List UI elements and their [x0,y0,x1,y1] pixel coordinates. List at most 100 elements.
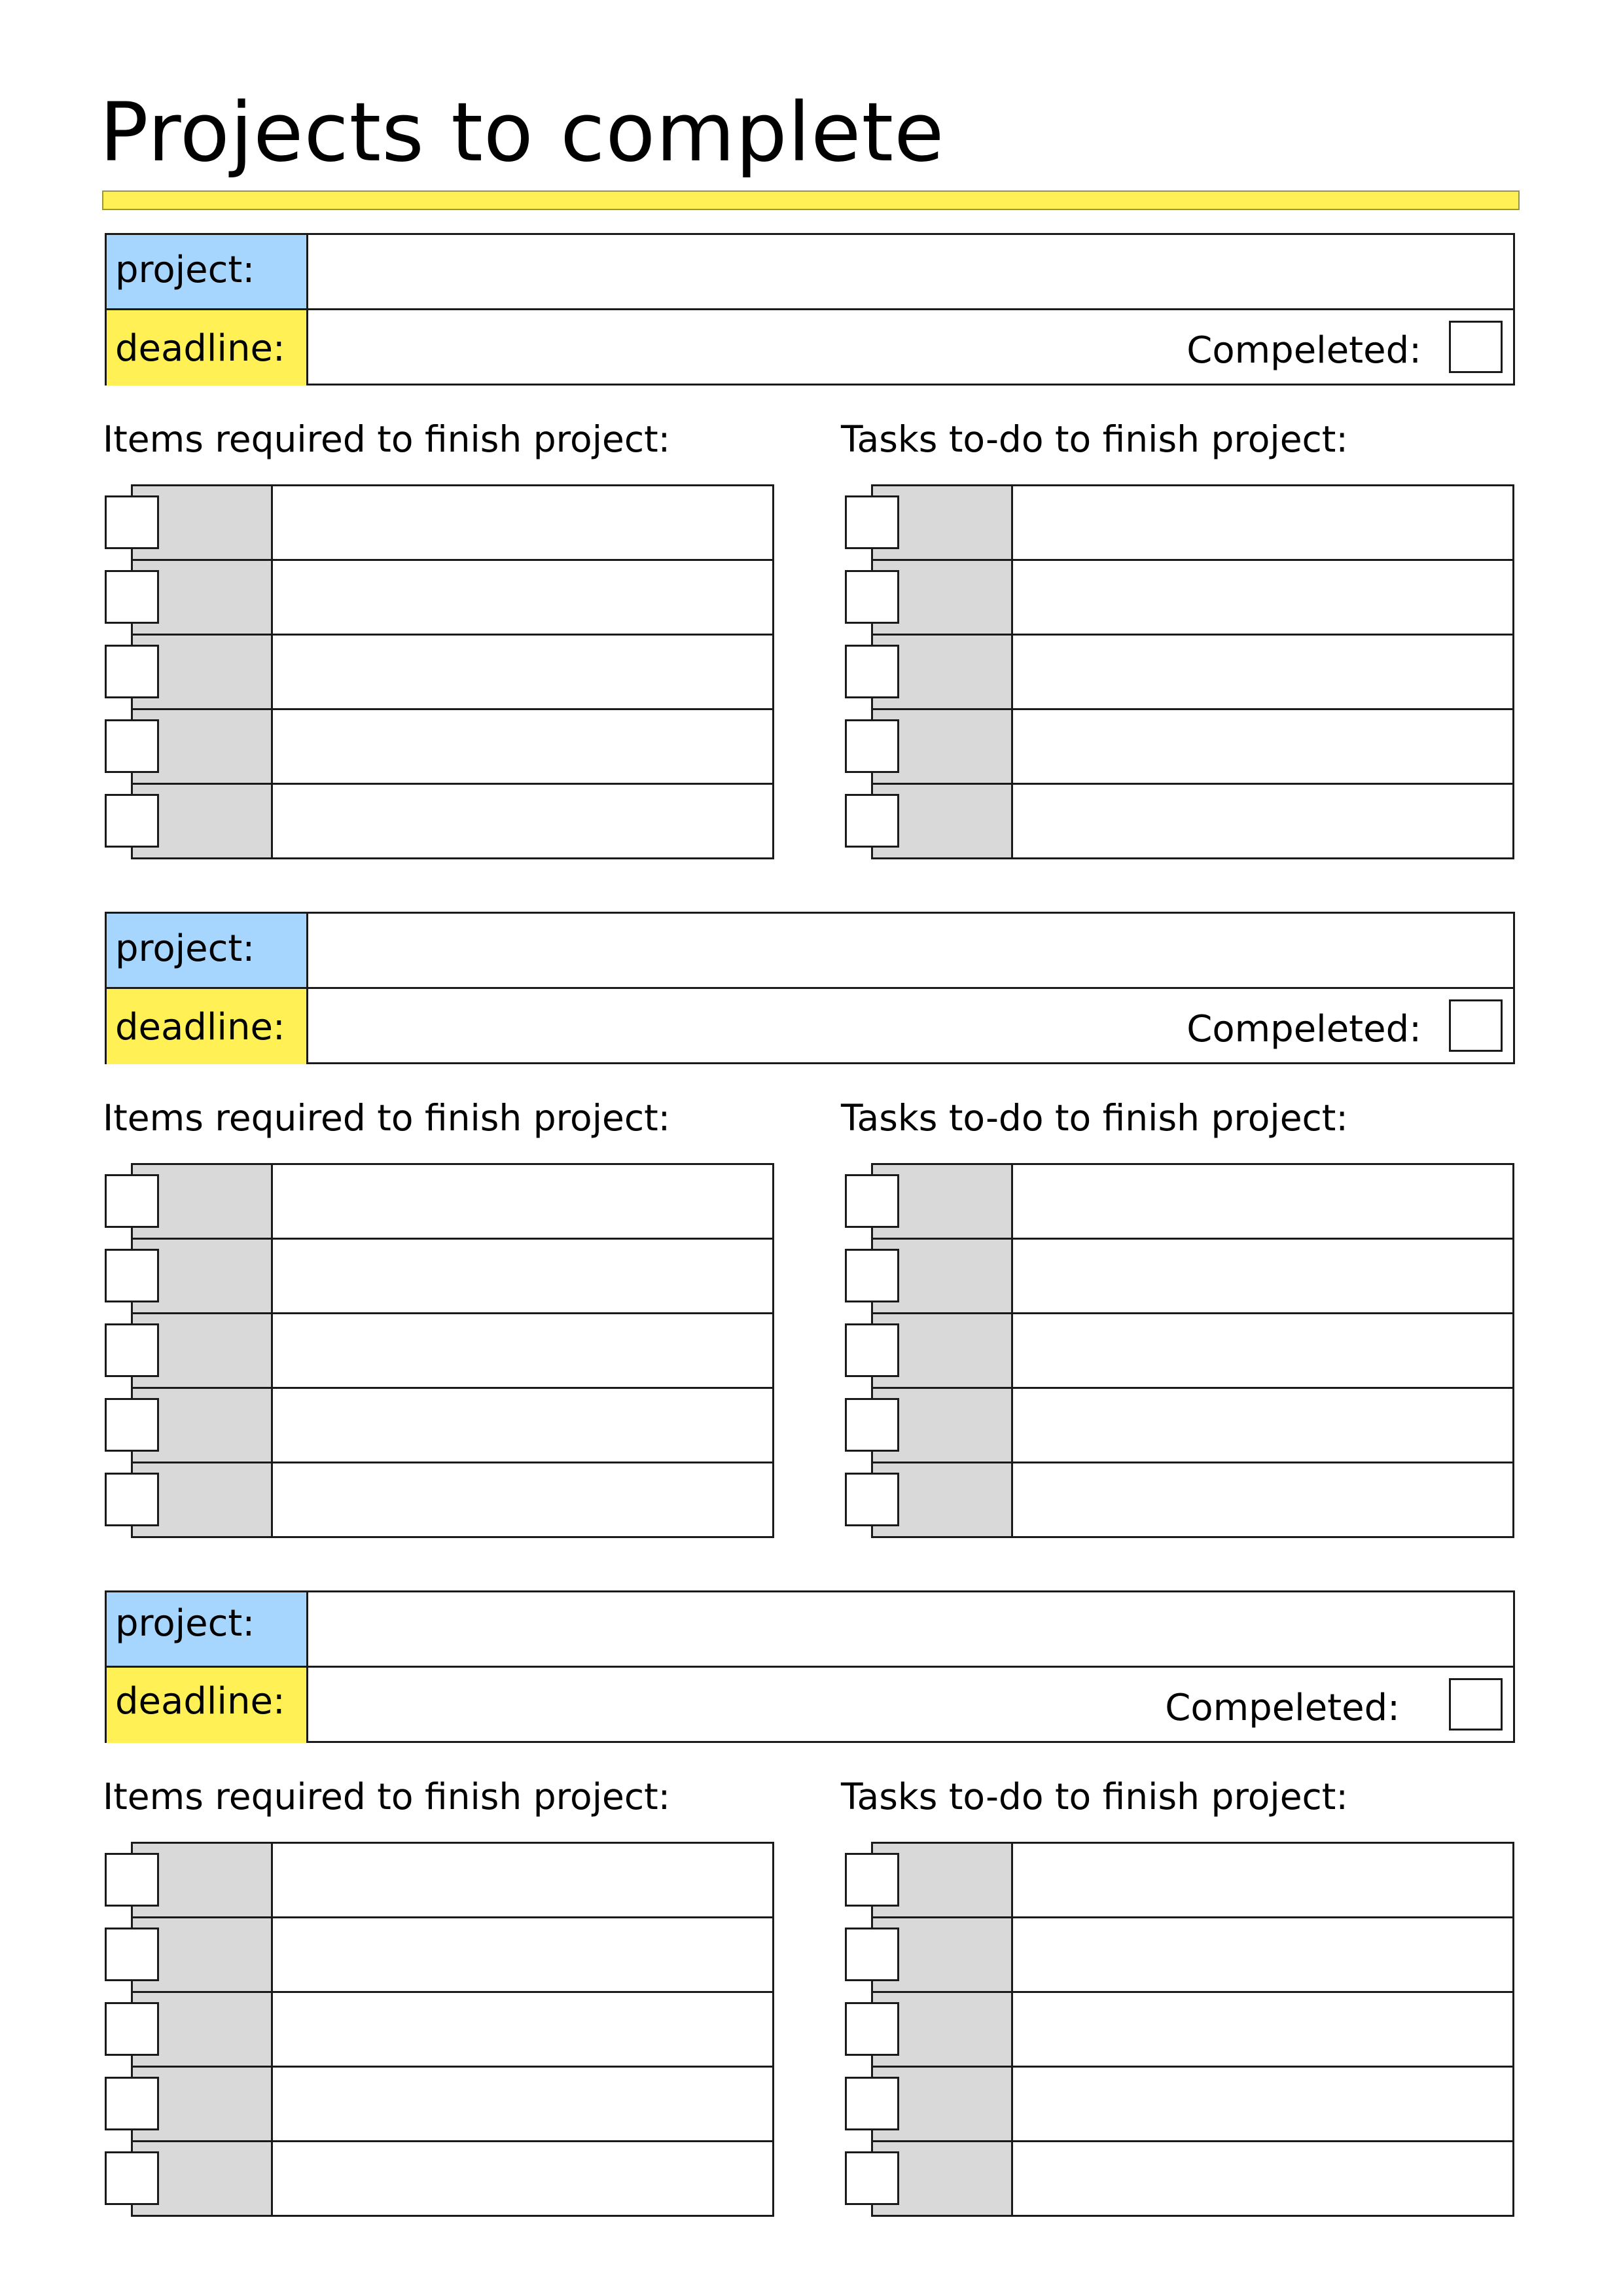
item-row [105,484,774,561]
task-row-text-field[interactable] [1013,1844,1512,1916]
task-row-text-field[interactable] [1013,1165,1512,1238]
task-row-text-field[interactable] [1013,1240,1512,1312]
item-row-checkbox[interactable] [105,1473,159,1526]
task-row-text-field[interactable] [1013,1314,1512,1387]
task-row-text-field[interactable] [1013,1389,1512,1462]
item-row-text-field[interactable] [273,1463,772,1536]
task-row-checkbox[interactable] [845,2151,899,2205]
item-row-checkbox[interactable] [105,1398,159,1452]
task-row-checkbox[interactable] [845,2077,899,2130]
deadline-field[interactable] [316,310,1186,386]
deadline-field[interactable] [316,1668,1186,1743]
project-row[interactable]: project: [107,235,1513,310]
item-row-checkbox[interactable] [105,570,159,624]
item-row-checkbox[interactable] [105,2002,159,2056]
item-row-text-field[interactable] [273,2068,772,2140]
item-row [105,559,774,636]
task-row-text-field[interactable] [1013,1463,1512,1536]
completed-checkbox[interactable] [1449,999,1503,1052]
task-row-text-field[interactable] [1013,785,1512,857]
task-row-text-field[interactable] [1013,1918,1512,1991]
item-row-text-field[interactable] [273,1165,772,1238]
completed-checkbox[interactable] [1449,321,1503,373]
task-row-box [871,1163,1514,1240]
item-row-text-field[interactable] [273,1314,772,1387]
deadline-row[interactable]: deadline: Compeleted: [107,989,1513,1064]
task-row-checkbox[interactable] [845,2002,899,2056]
item-row-text-field[interactable] [273,1240,772,1312]
deadline-field[interactable] [316,989,1186,1064]
task-row-checkbox[interactable] [845,570,899,624]
task-row-text-field[interactable] [1013,636,1512,708]
item-row-checkbox[interactable] [105,2151,159,2205]
item-row-text-field[interactable] [273,561,772,634]
item-row-checkbox[interactable] [105,1174,159,1228]
task-row [845,1916,1514,1993]
completed-checkbox[interactable] [1449,1678,1503,1731]
task-row [845,783,1514,859]
item-row-box [131,2066,774,2142]
item-row-text-field[interactable] [273,710,772,783]
task-row-text-field[interactable] [1013,710,1512,783]
item-row-checkbox[interactable] [105,1249,159,1302]
project-name-field[interactable] [316,1592,1513,1666]
item-row-checkbox[interactable] [105,1853,159,1907]
item-row-box [131,1991,774,2068]
project-row[interactable]: project: [107,914,1513,989]
item-row-checkbox[interactable] [105,794,159,848]
task-row-checkbox[interactable] [845,719,899,773]
task-row-checkbox[interactable] [845,794,899,848]
task-row-text-field[interactable] [1013,2068,1512,2140]
item-row-text-field[interactable] [273,1389,772,1462]
tasks-heading: Tasks to-do to finish project: [841,418,1348,460]
task-row-checkbox[interactable] [845,1323,899,1377]
task-row-text-field[interactable] [1013,1993,1512,2066]
deadline-row[interactable]: deadline: Compeleted: [107,1668,1513,1743]
task-row-text-field[interactable] [1013,486,1512,559]
item-row-checkbox[interactable] [105,2077,159,2130]
item-row-checkbox[interactable] [105,719,159,773]
task-row-checkbox[interactable] [845,1174,899,1228]
task-row-checkbox[interactable] [845,645,899,698]
task-row-checkbox[interactable] [845,1473,899,1526]
task-row-checkbox[interactable] [845,1249,899,1302]
item-row-text-field[interactable] [273,2142,772,2215]
item-row-text-field[interactable] [273,486,772,559]
item-row [105,2140,774,2217]
project-label: project: [107,1592,308,1666]
task-row-text-field[interactable] [1013,561,1512,634]
project-name-field[interactable] [316,235,1513,308]
task-row-checkbox[interactable] [845,1928,899,1981]
item-row-text-field[interactable] [273,1844,772,1916]
task-row-checkbox[interactable] [845,1398,899,1452]
item-row-text-field[interactable] [273,1993,772,2066]
deadline-row[interactable]: deadline: Compeleted: [107,310,1513,386]
task-row [845,1462,1514,1538]
task-row-box [871,708,1514,785]
task-row-box [871,559,1514,636]
item-row [105,1163,774,1240]
item-row-checkbox[interactable] [105,1323,159,1377]
task-row [845,559,1514,636]
item-row-text-field[interactable] [273,785,772,857]
completed-label: Compeleted: [1186,329,1421,372]
items-heading: Items required to finish project: [103,418,671,460]
tasks-heading: Tasks to-do to finish project: [841,1776,1348,1818]
project-row[interactable]: project: [107,1592,1513,1668]
task-row-box [871,1916,1514,1993]
item-row [105,634,774,710]
items-heading: Items required to finish project: [103,1776,671,1818]
project-name-field[interactable] [316,914,1513,987]
item-row-checkbox[interactable] [105,645,159,698]
item-row-checkbox[interactable] [105,1928,159,1981]
item-row-box [131,1387,774,1463]
item-row-text-field[interactable] [273,1918,772,1991]
item-row-text-field[interactable] [273,636,772,708]
task-row-checkbox[interactable] [845,1853,899,1907]
item-row [105,1916,774,1993]
task-row-text-field[interactable] [1013,2142,1512,2215]
tasks-list [845,1163,1514,1538]
task-row-checkbox[interactable] [845,495,899,549]
tasks-list [845,1842,1514,2217]
item-row-checkbox[interactable] [105,495,159,549]
